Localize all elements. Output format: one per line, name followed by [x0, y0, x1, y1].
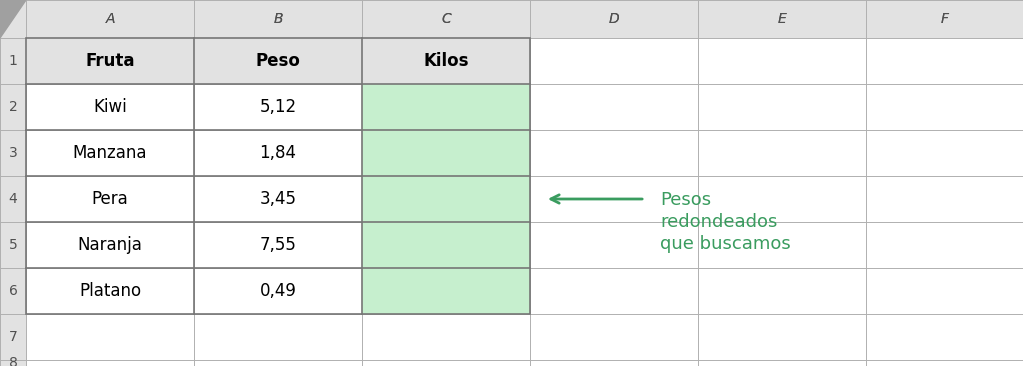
Text: Kilos: Kilos — [424, 52, 469, 70]
Text: que buscamos: que buscamos — [660, 235, 791, 253]
Text: Pera: Pera — [92, 190, 128, 208]
Text: 6: 6 — [8, 284, 17, 298]
Text: Manzana: Manzana — [73, 144, 147, 162]
Text: 5: 5 — [8, 238, 17, 252]
Text: 1,84: 1,84 — [260, 144, 297, 162]
Text: 5,12: 5,12 — [260, 98, 297, 116]
Text: F: F — [940, 12, 948, 26]
Text: Platano: Platano — [79, 282, 141, 300]
Text: A: A — [105, 12, 115, 26]
Text: Peso: Peso — [256, 52, 301, 70]
Text: 4: 4 — [8, 192, 17, 206]
Text: B: B — [273, 12, 282, 26]
Text: A: A — [105, 12, 115, 26]
Text: 2: 2 — [8, 100, 17, 114]
Bar — [362, 268, 530, 314]
Text: 3,45: 3,45 — [260, 190, 297, 208]
Bar — [362, 84, 530, 130]
Text: 8: 8 — [8, 356, 17, 366]
Bar — [362, 176, 530, 222]
Bar — [0, 0, 26, 366]
Bar — [26, 38, 530, 84]
Text: F: F — [940, 12, 948, 26]
Text: D: D — [609, 12, 619, 26]
Text: redondeados: redondeados — [660, 213, 777, 231]
Text: Naranja: Naranja — [78, 236, 142, 254]
Bar — [26, 38, 530, 314]
Text: Fruta: Fruta — [85, 52, 135, 70]
Bar — [362, 130, 530, 176]
Bar — [362, 268, 530, 314]
Text: B: B — [273, 12, 282, 26]
Bar — [362, 222, 530, 268]
Text: D: D — [609, 12, 619, 26]
Text: 7,55: 7,55 — [260, 236, 297, 254]
Bar — [362, 176, 530, 222]
Text: C: C — [441, 12, 451, 26]
Text: E: E — [777, 12, 787, 26]
Text: 7: 7 — [8, 330, 17, 344]
Bar — [362, 130, 530, 176]
Text: 3: 3 — [8, 146, 17, 160]
Bar — [0, 0, 1023, 38]
Text: 1: 1 — [8, 54, 17, 68]
Text: Pesos: Pesos — [660, 191, 711, 209]
Text: 0,49: 0,49 — [260, 282, 297, 300]
Polygon shape — [0, 0, 26, 38]
Text: E: E — [777, 12, 787, 26]
Text: Kiwi: Kiwi — [93, 98, 127, 116]
Text: C: C — [441, 12, 451, 26]
Bar — [362, 222, 530, 268]
Bar — [362, 84, 530, 130]
